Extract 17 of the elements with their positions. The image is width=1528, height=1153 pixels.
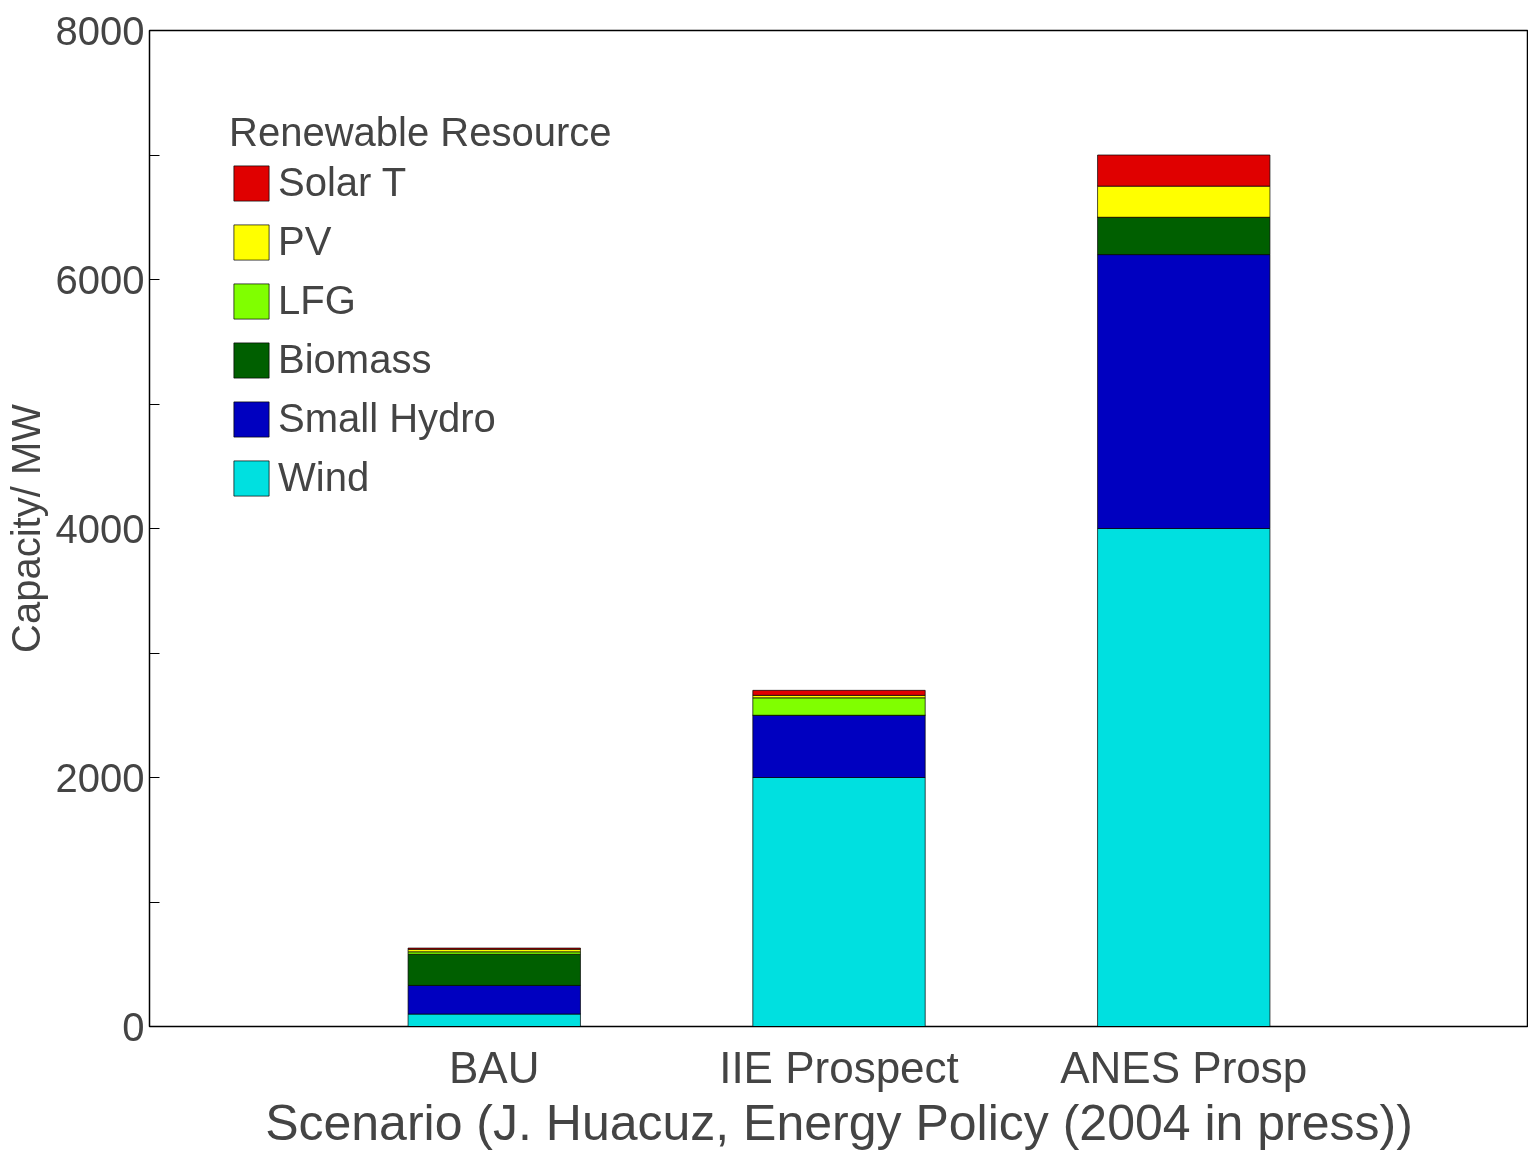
x-tick-label: BAU — [449, 1042, 540, 1092]
legend-label: Wind — [278, 455, 370, 500]
y-tick-label: 4000 — [55, 506, 145, 551]
legend-label: LFG — [278, 278, 356, 323]
legend-label: PV — [278, 219, 332, 264]
x-tick-label: IIE Prospect — [719, 1042, 959, 1092]
y-axis-title: Capacity/ MW — [3, 403, 48, 653]
y-tick-label: 6000 — [55, 257, 145, 302]
y-tick-label: 2000 — [55, 755, 145, 800]
legend-label: Solar T — [278, 160, 407, 205]
legend-title: Renewable Resource — [229, 110, 612, 155]
x-tick-label: ANES Prosp — [1060, 1042, 1308, 1092]
legend-label: Biomass — [278, 337, 432, 382]
y-tick-label: 8000 — [55, 8, 145, 53]
x-axis-title: Scenario (J. Huacuz, Energy Policy (2004 in press)) — [265, 1094, 1413, 1151]
legend-label: Small Hydro — [278, 396, 496, 441]
y-tick-label: 0 — [122, 1004, 145, 1049]
